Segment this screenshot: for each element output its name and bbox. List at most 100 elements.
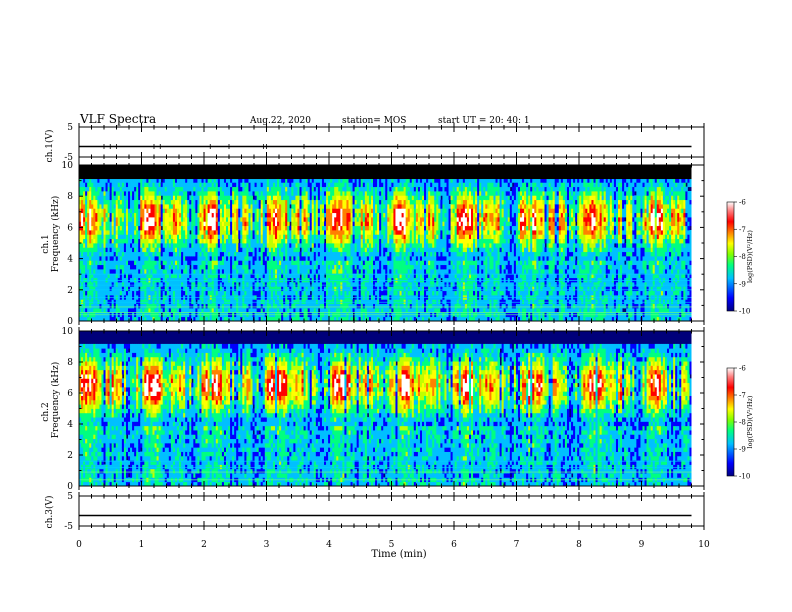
spectrogram-cell <box>119 230 123 235</box>
spectrogram-cell <box>326 260 329 266</box>
spectrogram-cell <box>270 199 274 205</box>
spectrogram-cell <box>101 269 104 274</box>
spectrogram-cell <box>111 212 115 218</box>
spectrogram-cell <box>83 199 86 205</box>
spectrogram-cell <box>279 286 282 292</box>
spectrogram-cell <box>336 234 339 240</box>
spectrogram-cell <box>305 195 309 201</box>
spectrogram-cell <box>256 221 260 227</box>
spectrogram-cell <box>336 230 339 235</box>
spectrogram-cell <box>360 204 364 209</box>
spectrogram-cell <box>177 230 180 235</box>
spectrogram-cell <box>315 260 319 266</box>
spectrogram-cell <box>228 182 231 188</box>
spectrogram-cell <box>181 290 184 296</box>
spectrogram-cell <box>260 199 264 205</box>
spectrogram-cell <box>177 286 180 292</box>
spectrogram-cell <box>328 264 331 270</box>
spectrogram-cell <box>121 234 125 240</box>
spectrogram-cell <box>360 308 364 313</box>
spectrogram-cell <box>301 217 304 222</box>
spectrogram-cell <box>103 191 106 196</box>
spectrogram-cell <box>373 195 376 201</box>
spectrogram-cell <box>166 277 170 283</box>
spectrogram-cell <box>203 251 206 257</box>
spectrogram-cell <box>99 243 102 248</box>
spectrogram-cell <box>221 199 225 205</box>
spectrogram-cell <box>209 217 213 222</box>
spectrogram-cell <box>272 299 276 305</box>
spectrogram-cell <box>113 204 117 209</box>
spectrogram-cell <box>113 286 117 292</box>
spectrogram-cell <box>293 178 296 183</box>
spectrogram-cell <box>366 243 370 248</box>
spectrogram-cell <box>170 299 174 305</box>
spectrogram-cell <box>321 273 325 279</box>
spectrogram-cell <box>283 277 286 283</box>
spectrogram-cell <box>83 186 86 192</box>
spectrogram-cell <box>205 243 209 248</box>
spectrogram-cell <box>364 273 368 279</box>
spectrogram-cell <box>234 256 237 261</box>
spectrogram-cell <box>125 308 129 313</box>
spectrogram-cell <box>287 182 290 188</box>
spectrogram-cell <box>83 225 86 231</box>
spectrogram-cell <box>111 269 115 274</box>
spectrogram-cell <box>101 260 104 266</box>
spectrogram-cell <box>154 230 157 235</box>
spectrogram-cell <box>83 191 86 196</box>
spectrogram-cell <box>160 217 164 222</box>
spectrogram-cell <box>109 238 113 244</box>
spectrogram-cell <box>299 238 302 244</box>
spectrogram-cell <box>211 208 215 214</box>
spectrogram-cell <box>85 290 88 296</box>
spectrogram-cell <box>303 212 307 218</box>
spectrogram-cell <box>260 238 264 244</box>
spectrogram-cell <box>79 247 82 253</box>
spectrogram-cell <box>197 299 200 305</box>
spectrogram-cell <box>277 225 280 231</box>
spectrogram-cell <box>213 230 217 235</box>
spectrogram-cell <box>85 282 88 287</box>
spectrogram-cell <box>154 269 157 274</box>
spectrogram-cell <box>281 225 284 231</box>
spectrogram-cell <box>217 199 221 205</box>
spectrogram-cell <box>228 256 231 261</box>
spectrogram-cell <box>191 256 194 261</box>
spectrogram-cell <box>142 260 145 266</box>
spectrogram-cell <box>197 243 200 248</box>
spectrogram-cell <box>319 221 323 227</box>
spectrogram-cell <box>352 282 356 287</box>
spectrogram-cell <box>97 186 100 192</box>
spectrogram-cell <box>336 225 339 231</box>
spectrogram-cell <box>142 269 145 274</box>
spectrogram-cell <box>354 303 358 309</box>
spectrogram-cell <box>223 182 227 188</box>
spectrogram-cell <box>103 290 106 296</box>
spectrogram-cell <box>236 178 239 183</box>
spectrogram-cell <box>158 230 162 235</box>
spectrogram-cell <box>183 299 186 305</box>
spectrogram-cell <box>97 204 100 209</box>
spectrogram-cell <box>111 260 115 266</box>
spectrogram-cell <box>95 217 98 222</box>
spectrogram-cell <box>262 290 266 296</box>
spectrogram-cell <box>264 182 268 188</box>
spectrogram-cell <box>373 230 376 235</box>
spectrogram-cell <box>324 199 327 205</box>
spectrogram-cell <box>295 277 298 283</box>
spectrogram-cell <box>368 208 372 214</box>
spectrogram-cell <box>246 178 249 183</box>
spectrogram-cell <box>136 290 139 296</box>
spectrogram-cell <box>156 247 160 253</box>
spectrogram-cell <box>209 264 213 270</box>
spectrogram-cell <box>89 308 92 313</box>
spectrogram-cell <box>370 243 374 248</box>
spectrogram-cell <box>152 247 155 253</box>
spectrogram-cell <box>170 269 174 274</box>
spectrogram-cell <box>344 191 347 196</box>
spectrogram-cell <box>187 243 190 248</box>
spectrogram-cell <box>168 208 172 214</box>
spectrogram-cell <box>181 199 184 205</box>
spectrogram-cell <box>334 251 337 257</box>
